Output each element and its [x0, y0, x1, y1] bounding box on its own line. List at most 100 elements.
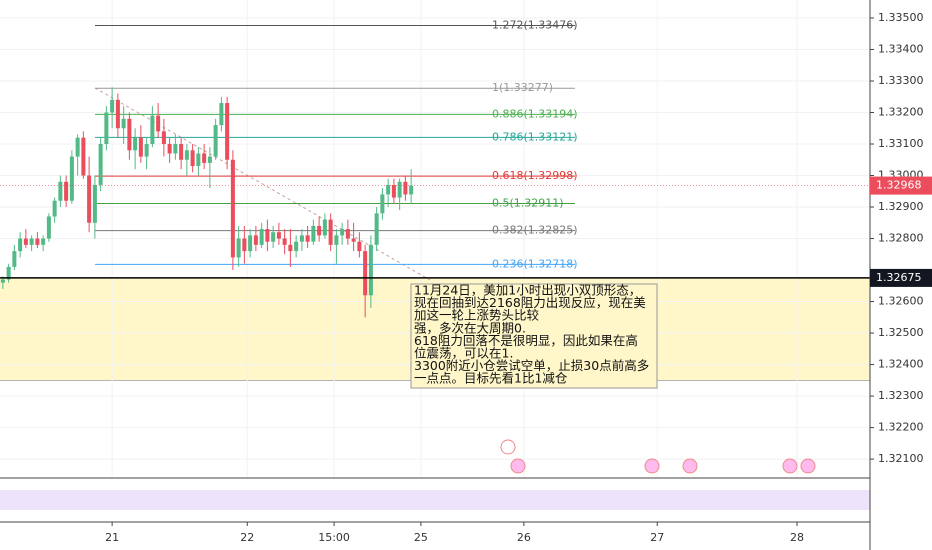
candle-body	[104, 112, 109, 144]
candle-body	[248, 235, 253, 252]
y-tick-label: 1.32500	[878, 326, 924, 339]
candle-body	[98, 143, 103, 185]
x-tick-label: 15:00	[318, 531, 350, 544]
y-tick-label: 1.33300	[878, 74, 924, 87]
candle-body	[340, 229, 345, 236]
candle-body	[265, 229, 270, 242]
annotation-line: 一点点。目标先看1比1减仓	[414, 371, 568, 386]
candle-body	[305, 235, 310, 242]
candle-body	[87, 175, 92, 223]
candle-body	[368, 244, 373, 296]
event-icons	[500, 439, 816, 474]
y-tick-label: 1.33500	[878, 11, 924, 24]
candle-body	[271, 232, 276, 242]
candle-body	[397, 181, 402, 198]
event-icon	[500, 439, 516, 455]
candle-body	[12, 251, 17, 267]
candle-body	[110, 99, 115, 113]
candle-body	[317, 225, 322, 236]
candle-body	[259, 229, 264, 245]
event-icon	[782, 458, 798, 474]
annotation-line: 现在回抽到达2168阻力出现反应，现在美	[414, 295, 646, 310]
candle-body	[230, 159, 235, 258]
annotation-line: 3300附近小仓尝试空单，止损30点前高多	[414, 358, 649, 373]
annotation-line: 位震荡，可以在1.	[414, 346, 513, 361]
candle-body	[345, 229, 350, 239]
x-tick-label: 26	[517, 531, 531, 544]
y-tick-label: 1.33100	[878, 137, 924, 150]
x-tick-label: 25	[414, 531, 428, 544]
event-icon	[644, 458, 660, 474]
candle-body	[167, 143, 172, 154]
y-tick-label: 1.32100	[878, 452, 924, 465]
candle-body	[138, 137, 143, 157]
candle-body	[351, 238, 356, 242]
candle-body	[386, 184, 391, 195]
candle-body	[133, 137, 138, 151]
candle-body	[144, 143, 149, 157]
candle-body	[225, 103, 230, 160]
candle-body	[6, 266, 11, 280]
candle-body	[357, 241, 362, 252]
candle-body	[23, 238, 28, 245]
candle-body	[311, 225, 316, 242]
candle-body	[282, 238, 287, 245]
candle-body	[150, 115, 155, 144]
candle-body	[190, 150, 195, 167]
candle-body	[41, 238, 46, 245]
fib-label: 0.382(1.32825)	[492, 224, 578, 237]
y-tick-label: 1.32900	[878, 200, 924, 213]
last-price-tag	[870, 176, 932, 195]
fib-label: 0.786(1.33121)	[492, 130, 578, 143]
candle-body	[161, 131, 166, 144]
y-tick-label: 1.33200	[878, 105, 924, 118]
y-tick-label: 1.32800	[878, 232, 924, 245]
event-icon	[682, 458, 698, 474]
candle-body	[69, 156, 74, 201]
annotation-box	[410, 283, 658, 389]
candle-body	[276, 232, 281, 239]
fib-label: 0.886(1.33194)	[492, 107, 578, 120]
last-price-label: 1.32968	[876, 179, 922, 192]
x-tick-label: 21	[105, 531, 119, 544]
candle-body	[242, 238, 247, 252]
candle-body	[294, 241, 299, 252]
candle-body	[29, 238, 34, 245]
x-tick-label: 27	[650, 531, 664, 544]
candle-body	[403, 181, 408, 195]
candle-body	[64, 181, 69, 201]
annotation-line: 强，多次在大周期0.	[414, 320, 526, 335]
candle-body	[18, 238, 23, 252]
x-tick-label: 22	[240, 531, 254, 544]
plot-area: 1.272(1.33476) 1(1.33277) 0.886(1.33194) 0.…	[0, 0, 870, 478]
candle-body	[173, 143, 178, 154]
level-tag-label: 1.32675	[876, 271, 922, 284]
candle-body	[58, 181, 63, 201]
candle-body	[121, 118, 126, 129]
annotation-line: 618阻力回落不是很明显，因此如果在高	[414, 333, 638, 348]
y-tick-label: 1.33400	[878, 42, 924, 55]
candle-body	[380, 194, 385, 214]
annotation-line: 11月24日，美加1小时出现小双顶形态，	[414, 283, 641, 298]
candle-body	[391, 184, 396, 198]
y-tick-label: 1.32300	[878, 389, 924, 402]
candle-body	[179, 143, 184, 160]
candle-body	[322, 219, 327, 236]
candle-body	[253, 235, 258, 245]
candle-body	[75, 137, 80, 157]
candle-body	[202, 153, 207, 163]
event-icon	[800, 458, 816, 474]
candle-body	[363, 251, 368, 296]
candle-body	[236, 238, 241, 258]
candle-body	[196, 153, 201, 167]
candle-body	[35, 238, 40, 245]
candle-body	[409, 185, 414, 195]
candle-body	[115, 99, 120, 129]
level-tag	[870, 268, 932, 287]
candle-body	[328, 219, 333, 245]
fib-label: 0.236(1.32718)	[492, 257, 578, 270]
rsi-band	[0, 490, 870, 510]
annotation-line: 加这一轮上涨势头比较	[414, 308, 540, 323]
